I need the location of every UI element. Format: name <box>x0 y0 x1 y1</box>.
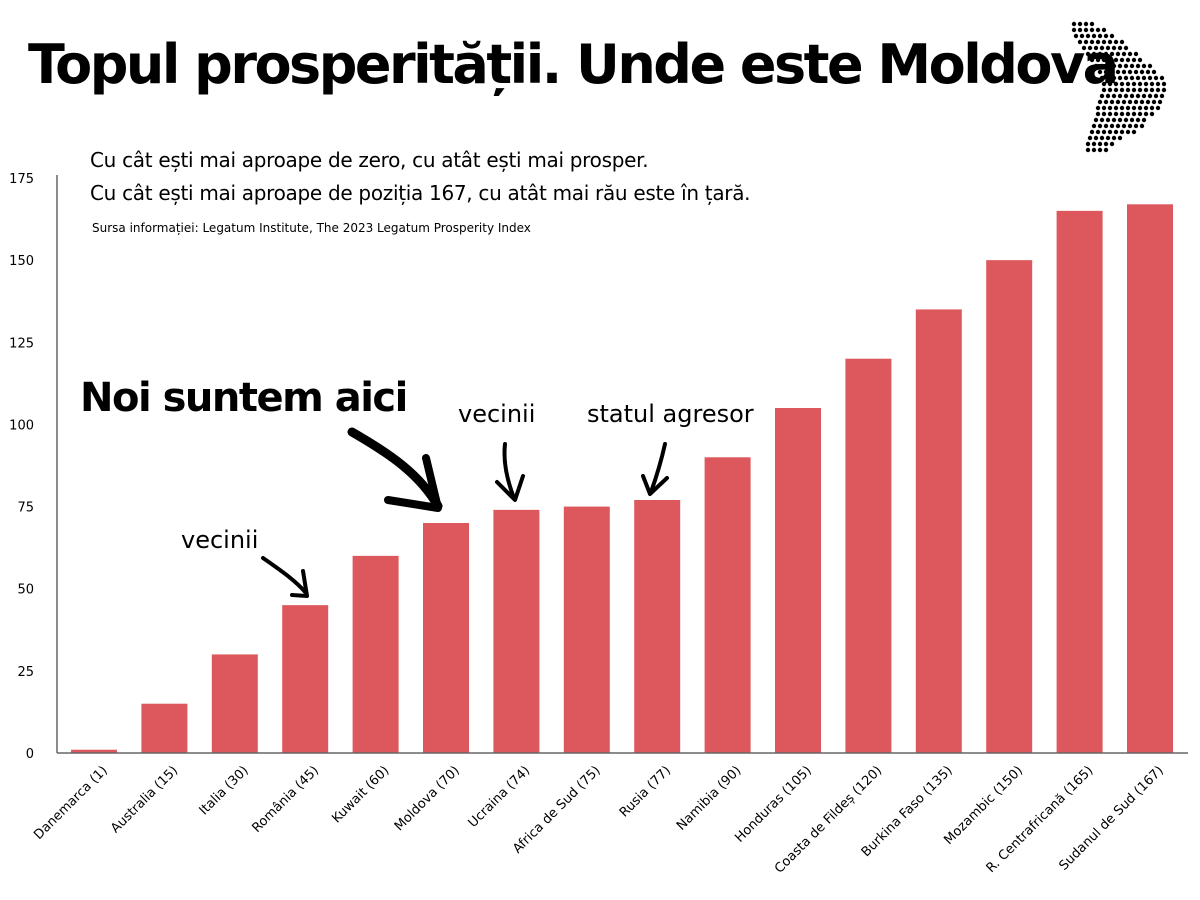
x-tick-label: Namibia (90) <box>674 763 744 833</box>
annotation-moldova: Noi suntem aici <box>80 375 408 421</box>
bar <box>1127 204 1173 754</box>
annotation-neighbors-ukraine: vecinii <box>458 400 536 428</box>
annotation-arrows <box>261 427 669 598</box>
bar <box>845 358 892 753</box>
source-note: Sursa informației: Legatum Institute, Th… <box>92 221 531 235</box>
arrow-icon <box>495 474 525 502</box>
annotation-aggressor-russia: statul agresor <box>587 400 754 428</box>
bar <box>563 506 610 753</box>
x-tick-label: Ucraina (74) <box>466 763 534 831</box>
subtitle-line-1: Cu cât ești mai aproape de zero, cu atât… <box>90 148 649 172</box>
x-tick-label: Danemarca (1) <box>31 763 111 843</box>
arrow-icon <box>384 454 442 512</box>
bar <box>423 523 469 753</box>
bar <box>915 309 962 753</box>
y-tick-label: 75 <box>17 501 34 516</box>
bar <box>493 509 540 753</box>
arrow-icon <box>290 569 309 598</box>
y-tick-label: 150 <box>9 254 34 269</box>
bar <box>71 749 117 753</box>
bar <box>634 500 681 753</box>
bar <box>775 408 821 753</box>
annotation-neighbors-romania: vecinii <box>181 526 259 554</box>
bar <box>352 555 399 753</box>
x-tick-label: Kuwait (60) <box>329 763 392 826</box>
arrow-icon <box>649 442 667 494</box>
y-tick-label: 25 <box>17 665 34 680</box>
x-tick-label: România (45) <box>249 763 322 836</box>
arrow-icon <box>641 474 669 496</box>
arrow-icon <box>261 556 308 595</box>
x-tick-label: Moldova (70) <box>392 763 463 834</box>
page-title: Topul prosperității. Unde este Moldova <box>28 33 1119 96</box>
x-tick-label: Italia (30) <box>197 763 252 818</box>
y-tick-label: 0 <box>26 747 34 762</box>
bar <box>211 654 258 753</box>
arrow-icon <box>502 442 516 500</box>
bar <box>141 703 188 753</box>
y-tick-label: 50 <box>17 583 34 598</box>
y-tick-label: 100 <box>9 418 34 433</box>
x-tick-label: Australia (15) <box>108 763 181 836</box>
bar <box>1056 210 1103 753</box>
bar <box>986 260 1033 753</box>
bar <box>704 457 751 753</box>
bar <box>282 605 329 753</box>
y-tick-label: 175 <box>9 172 34 187</box>
moldova-dot-map-icon <box>1071 21 1167 153</box>
subtitle-line-2: Cu cât ești mai aproape de poziția 167, … <box>90 181 751 205</box>
x-tick-label: Honduras (105) <box>732 763 814 845</box>
x-tick-label: Rusia (77) <box>617 763 674 820</box>
y-tick-label: 125 <box>9 336 34 351</box>
